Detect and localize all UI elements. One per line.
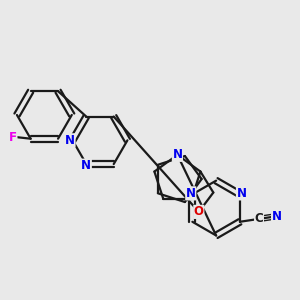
Text: N: N [272, 210, 282, 223]
Text: N: N [236, 187, 247, 200]
Text: N: N [81, 159, 91, 172]
Text: O: O [194, 206, 204, 218]
Text: C: C [255, 212, 263, 225]
Text: N: N [186, 187, 196, 200]
Text: N: N [65, 134, 75, 147]
Text: F: F [9, 130, 17, 144]
Text: N: N [172, 148, 182, 161]
